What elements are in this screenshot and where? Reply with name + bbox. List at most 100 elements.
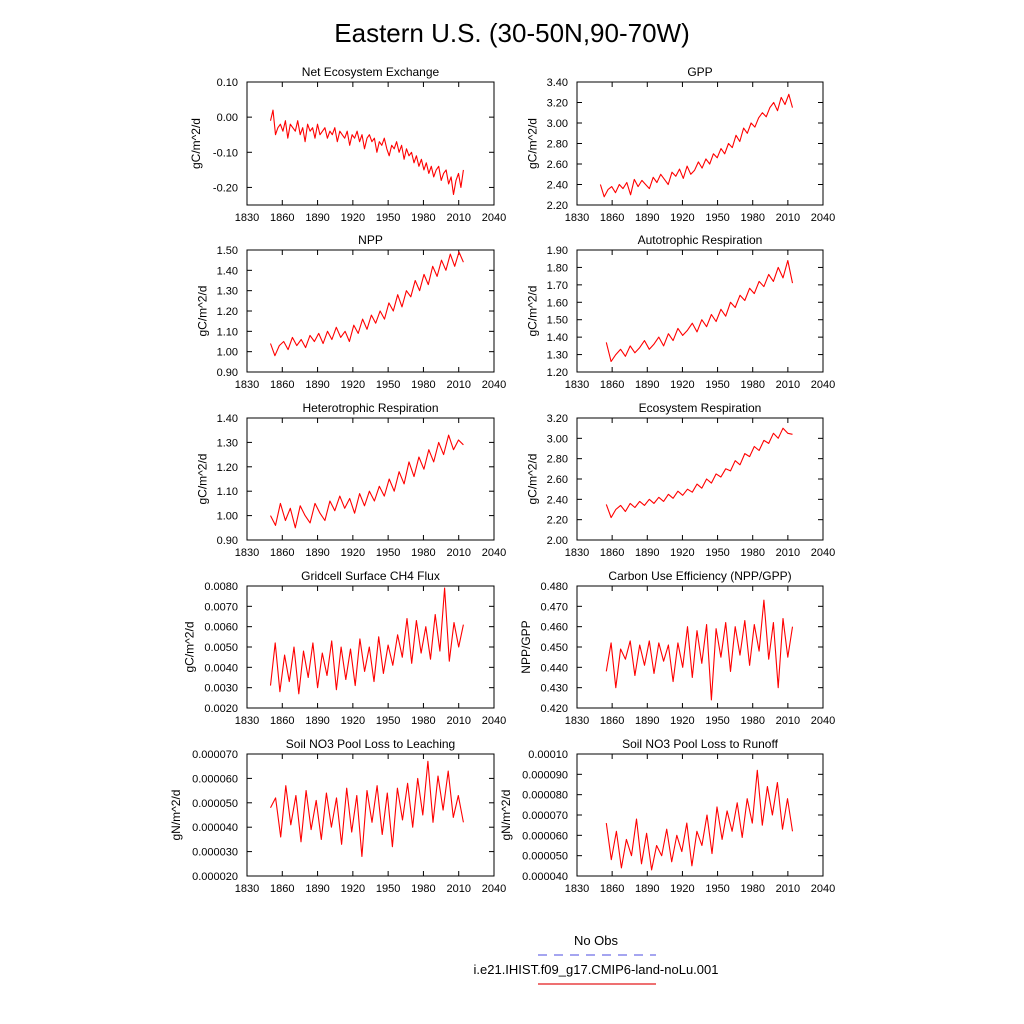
- y-tick-label: 1.00: [217, 511, 238, 523]
- x-tick-label: 2040: [482, 379, 506, 391]
- y-tick-label: 0.480: [540, 581, 568, 593]
- x-tick-label: 1980: [411, 379, 435, 391]
- series-line: [270, 760, 464, 858]
- y-tick-label: 2.20: [547, 515, 568, 527]
- x-tick-label: 1920: [341, 547, 365, 559]
- y-tick-label: 0.0040: [204, 662, 238, 674]
- x-tick-label: 2040: [811, 883, 835, 895]
- x-tick-label: 1950: [376, 715, 400, 727]
- x-tick-label: 1860: [270, 379, 294, 391]
- y-tick-label: 2.00: [547, 535, 568, 547]
- x-tick-label: 1890: [305, 715, 329, 727]
- y-tick-label: 1.30: [217, 437, 238, 449]
- x-tick-label: 1950: [376, 379, 400, 391]
- y-tick-label: 1.10: [217, 326, 238, 338]
- y-tick-label: 0.000030: [192, 847, 238, 859]
- x-tick-label: 2040: [482, 212, 506, 224]
- y-tick-label: 1.30: [547, 350, 568, 362]
- y-tick-label: 3.40: [547, 77, 568, 89]
- x-tick-label: 1860: [600, 883, 624, 895]
- panel-title: Autotrophic Respiration: [638, 233, 763, 247]
- x-tick-label: 1890: [305, 212, 329, 224]
- y-tick-label: 0.460: [540, 622, 568, 634]
- panel-title: Carbon Use Efficiency (NPP/GPP): [608, 569, 791, 583]
- x-tick-label: 1980: [740, 715, 764, 727]
- x-tick-label: 1860: [600, 212, 624, 224]
- x-tick-label: 1830: [235, 212, 259, 224]
- y-tick-label: 0.450: [540, 642, 568, 654]
- x-tick-label: 1950: [705, 547, 729, 559]
- y-axis-label: gN/m^2/d: [169, 790, 183, 841]
- plot-frame: [576, 417, 824, 541]
- figure-title: Eastern U.S. (30-50N,90-70W): [334, 18, 689, 48]
- y-tick-label: 0.000060: [192, 773, 238, 785]
- y-tick-label: 0.0020: [204, 703, 238, 715]
- x-tick-label: 1920: [670, 379, 694, 391]
- panel-title: Soil NO3 Pool Loss to Runoff: [622, 737, 779, 751]
- y-tick-label: 1.40: [217, 413, 238, 425]
- x-tick-label: 2040: [482, 715, 506, 727]
- x-tick-label: 1890: [305, 547, 329, 559]
- x-tick-label: 1950: [376, 547, 400, 559]
- panel-heterotrophic-respiration: Heterotrophic Respiration 1830 1860 1890 192…: [196, 401, 507, 559]
- x-tick-label: 1980: [411, 715, 435, 727]
- y-tick-label: 2.60: [547, 159, 568, 171]
- y-tick-label: 1.60: [547, 297, 568, 309]
- y-tick-label: 0.90: [217, 367, 238, 379]
- y-axis-label: gN/m^2/d: [499, 790, 513, 841]
- y-tick-label: 1.20: [217, 306, 238, 318]
- y-tick-label: 2.80: [547, 454, 568, 466]
- panels-grid: Net Ecosystem Exchange 1830 1860 1890 1920 19…: [169, 65, 835, 895]
- x-tick-label: 1920: [341, 715, 365, 727]
- x-tick-label: 1860: [600, 379, 624, 391]
- x-tick-label: 1830: [565, 883, 589, 895]
- x-tick-label: 1830: [565, 715, 589, 727]
- series-line: [270, 434, 464, 529]
- x-tick-label: 1860: [270, 547, 294, 559]
- x-tick-label: 2010: [446, 715, 470, 727]
- plot-frame: [246, 585, 495, 709]
- legend-label-no-obs: No Obs: [574, 933, 619, 948]
- y-tick-label: 3.20: [547, 98, 568, 110]
- x-tick-label: 1950: [705, 379, 729, 391]
- y-tick-label: 0.0060: [204, 622, 238, 634]
- plot-frame: [246, 417, 495, 541]
- y-tick-label: 0.000070: [522, 810, 568, 822]
- panel-title: NPP: [358, 233, 383, 247]
- legend: No Obs i.e21.IHIST.f09_g17.CMIP6-land-no…: [474, 933, 719, 985]
- panel-title: Ecosystem Respiration: [639, 401, 762, 415]
- panel-title: GPP: [687, 65, 712, 79]
- x-tick-label: 1830: [235, 379, 259, 391]
- x-tick-label: 1920: [341, 212, 365, 224]
- panel-gridcell-surface-ch4-flux: Gridcell Surface CH4 Flux 1830 1860 1890 192…: [182, 569, 506, 727]
- y-tick-label: 0.0070: [204, 601, 238, 613]
- x-tick-label: 2010: [446, 547, 470, 559]
- x-tick-label: 1830: [565, 547, 589, 559]
- x-tick-label: 1830: [235, 715, 259, 727]
- y-tick-label: 0.90: [217, 535, 238, 547]
- x-tick-label: 2040: [811, 212, 835, 224]
- y-axis-label: gC/m^2/d: [526, 118, 540, 169]
- panel-gpp: GPP 1830 1860 1890 1920 1950 1980 2010 2040 2.20 2…: [526, 65, 836, 224]
- series-line: [599, 93, 794, 198]
- x-tick-label: 1950: [705, 883, 729, 895]
- x-tick-label: 1980: [411, 547, 435, 559]
- y-axis-label: NPP/GPP: [519, 620, 533, 673]
- x-tick-label: 1950: [705, 715, 729, 727]
- x-tick-label: 2040: [482, 547, 506, 559]
- x-tick-label: 1980: [740, 883, 764, 895]
- y-tick-label: 0.00: [217, 112, 238, 124]
- series-line: [269, 251, 464, 357]
- x-tick-label: 1920: [670, 883, 694, 895]
- y-tick-label: 0.430: [540, 683, 568, 695]
- x-tick-label: 1980: [411, 212, 435, 224]
- y-tick-label: 2.40: [547, 494, 568, 506]
- y-tick-label: 1.90: [547, 245, 568, 257]
- x-tick-label: 2010: [446, 883, 470, 895]
- series-line: [605, 599, 794, 701]
- x-tick-label: 1920: [670, 212, 694, 224]
- y-tick-label: 1.10: [217, 486, 238, 498]
- panel-soil-no3-pool-loss-to-leaching: Soil NO3 Pool Loss to Leaching 1830 1860 18…: [169, 737, 506, 895]
- y-tick-label: 0.000070: [192, 749, 238, 761]
- x-tick-label: 1830: [565, 379, 589, 391]
